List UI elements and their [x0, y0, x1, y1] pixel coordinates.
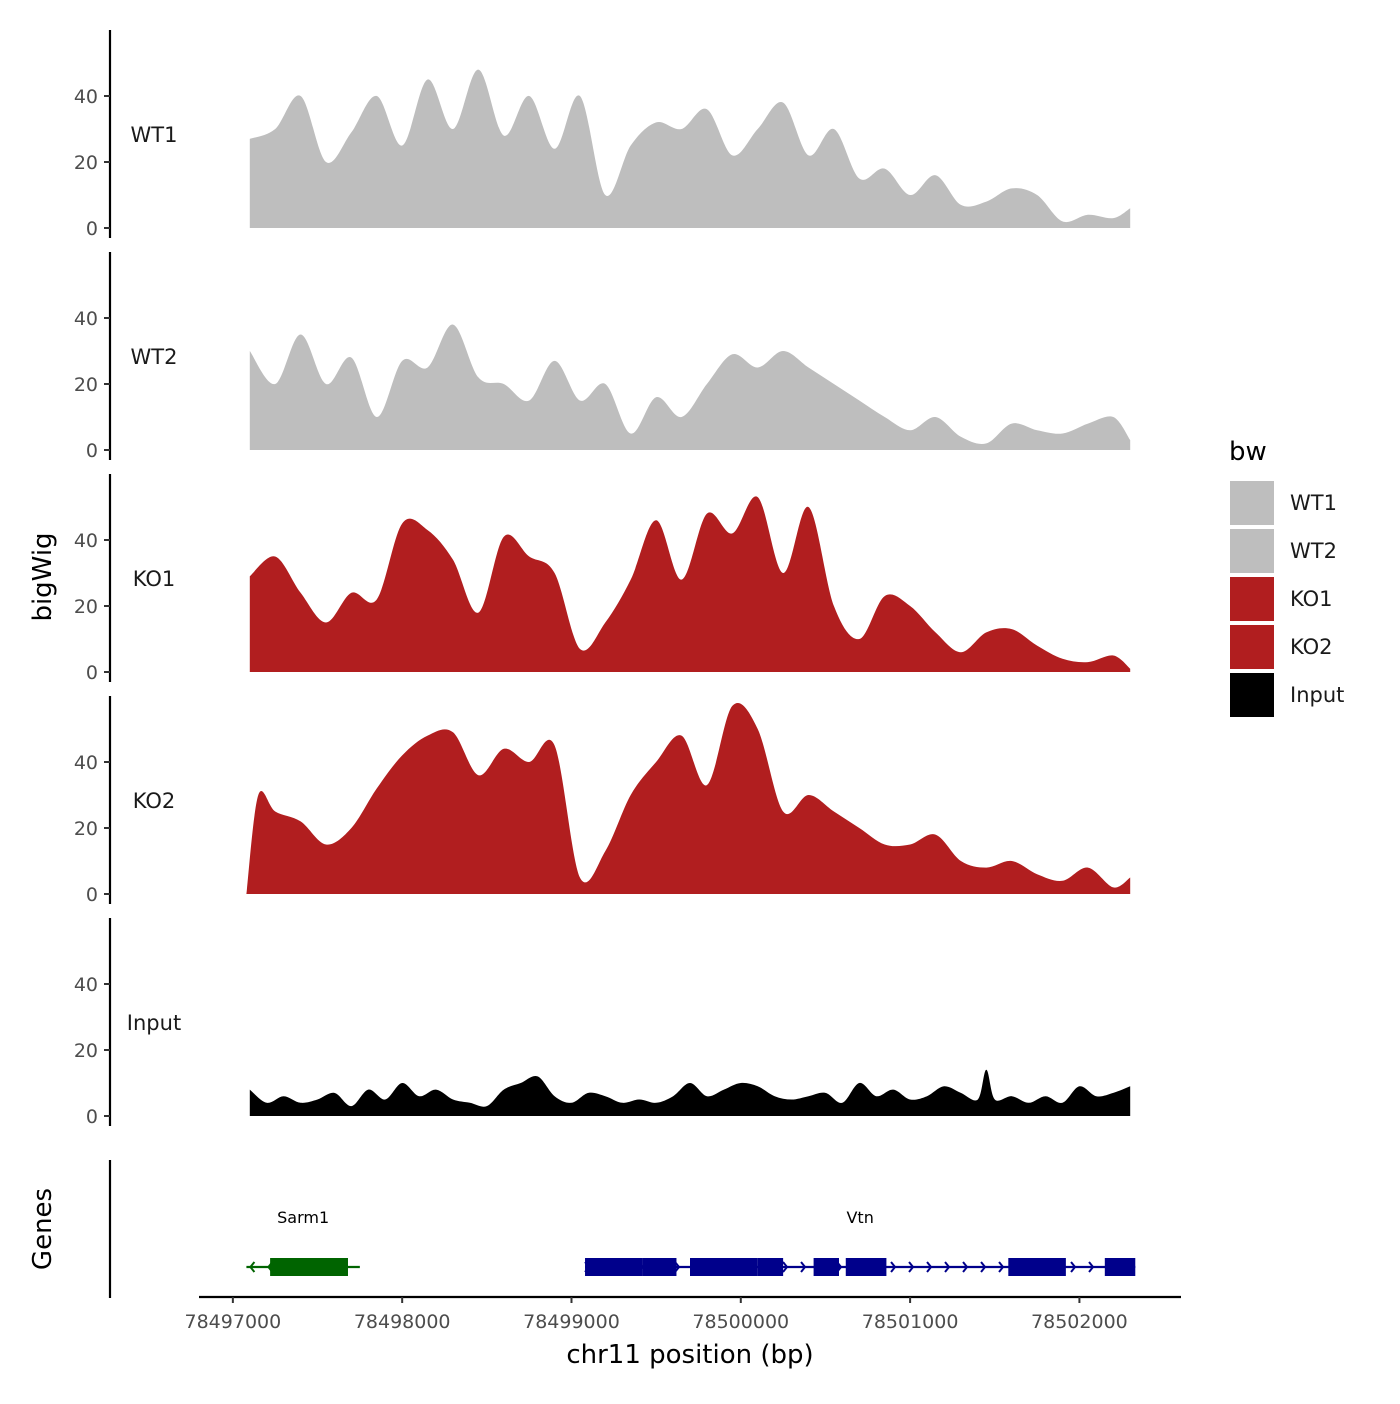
track-wt1: 0 20 40 WT1	[74, 30, 1131, 240]
strand-arrow	[944, 1261, 951, 1273]
track-label: WT2	[131, 345, 178, 369]
track-label: WT1	[131, 123, 178, 147]
track-label: Input	[127, 1011, 181, 1035]
strand-arrow	[962, 1261, 969, 1273]
track-ko1: 0 20 40 KO1	[74, 474, 1131, 684]
legend-label: KO1	[1290, 587, 1333, 611]
strand-arrow	[249, 1261, 256, 1273]
coverage-area-wt2	[249, 324, 1131, 450]
y-tick-label: 40	[74, 530, 98, 552]
y-tick-label: 0	[86, 662, 98, 684]
gene-exon	[642, 1258, 677, 1276]
strand-arrow	[1070, 1261, 1077, 1273]
strand-arrow	[782, 1261, 789, 1273]
legend-swatch	[1228, 575, 1276, 623]
y-tick-label: 40	[74, 752, 98, 774]
legend-swatch	[1228, 623, 1276, 671]
x-tick-label: 78500000	[692, 1311, 789, 1333]
strand-arrow	[998, 1261, 1005, 1273]
y-tick-label: 0	[86, 440, 98, 462]
strand-arrow	[1088, 1261, 1095, 1273]
coverage-area-ko2	[246, 702, 1131, 894]
x-axis: 78497000 78498000 78499000 78500000 78501000…	[185, 1295, 1181, 1333]
strand-arrow	[800, 1261, 807, 1273]
y-axis-title: bigWig	[28, 532, 58, 621]
gene-exon	[1008, 1258, 1066, 1276]
gene-sarm1: Sarm1	[246, 1208, 360, 1276]
gene-label: Vtn	[846, 1208, 873, 1227]
gene-exon	[813, 1258, 839, 1276]
y-tick-label: 20	[74, 818, 98, 840]
genes-track-title: Genes	[28, 1188, 58, 1270]
legend-swatch	[1228, 479, 1276, 527]
y-tick-label: 20	[74, 1040, 98, 1062]
x-tick-label: 78498000	[354, 1311, 451, 1333]
gene-exon	[270, 1258, 348, 1276]
coverage-area-ko1	[249, 496, 1131, 672]
x-tick-label: 78501000	[862, 1311, 959, 1333]
x-tick-label: 78497000	[185, 1311, 282, 1333]
track-panels: 0 20 40 WT1 0 20 40 WT2 0 20 40 KO1 0 20 40 KO2 0 20 40 Inp…	[74, 30, 1131, 1128]
track-label: KO1	[133, 567, 176, 591]
strand-arrow	[980, 1261, 987, 1273]
y-tick-label: 20	[74, 596, 98, 618]
legend-label: Input	[1290, 683, 1344, 707]
legend-label: WT1	[1290, 491, 1337, 515]
x-tick-label: 78502000	[1031, 1311, 1128, 1333]
coverage-area-wt1	[249, 69, 1131, 228]
legend: bw WT1 WT2 KO1 KO2 Input	[1228, 437, 1344, 719]
gene-exon	[757, 1258, 784, 1276]
legend-swatch	[1228, 527, 1276, 575]
legend-swatch	[1228, 671, 1276, 719]
track-label: KO2	[133, 789, 176, 813]
gene-exon	[1104, 1258, 1136, 1276]
y-tick-label: 40	[74, 974, 98, 996]
legend-title: bw	[1229, 437, 1267, 467]
strand-arrow	[908, 1261, 915, 1273]
y-tick-label: 0	[86, 218, 98, 240]
gene-label: Sarm1	[277, 1208, 329, 1227]
gene-exon	[690, 1258, 758, 1276]
y-tick-label: 0	[86, 1106, 98, 1128]
gene-exon	[585, 1258, 643, 1276]
strand-arrow	[890, 1261, 897, 1273]
x-tick-label: 78499000	[523, 1311, 620, 1333]
genes-panel: Sarm1 Vtn	[108, 1160, 1136, 1298]
legend-label: WT2	[1290, 539, 1337, 563]
gene-exon	[845, 1258, 887, 1276]
y-tick-label: 20	[74, 374, 98, 396]
track-wt2: 0 20 40 WT2	[74, 252, 1131, 462]
coverage-area-input	[249, 1069, 1131, 1116]
x-axis-title: chr11 position (bp)	[566, 1340, 813, 1370]
legend-label: KO2	[1290, 635, 1333, 659]
y-tick-label: 0	[86, 884, 98, 906]
y-tick-label: 40	[74, 308, 98, 330]
gene-vtn: Vtn	[584, 1208, 1136, 1276]
y-tick-label: 20	[74, 152, 98, 174]
track-ko2: 0 20 40 KO2	[74, 696, 1131, 906]
track-input: 0 20 40 Input	[74, 918, 1131, 1128]
strand-arrow	[926, 1261, 933, 1273]
y-tick-label: 40	[74, 86, 98, 108]
